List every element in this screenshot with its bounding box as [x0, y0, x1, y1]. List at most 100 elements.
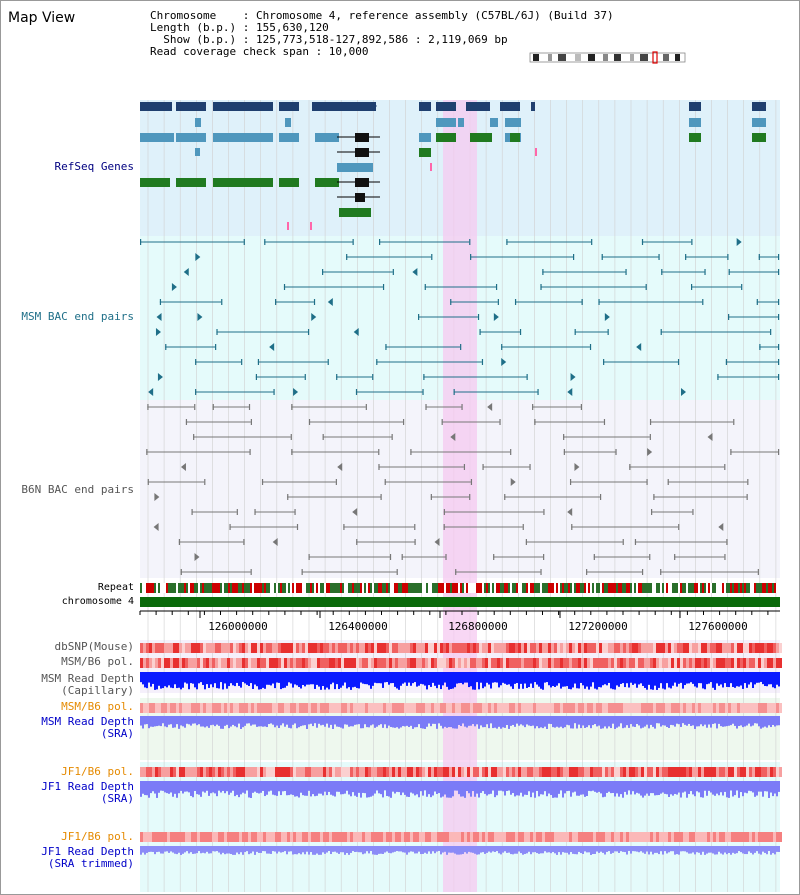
- refseq-gene-exon[interactable]: [510, 133, 520, 142]
- b6n-bac-pair-arrow[interactable]: [352, 508, 358, 516]
- refseq-gene-exon[interactable]: [689, 133, 701, 142]
- track-label-msm-pol-1[interactable]: MSM/B6 pol.: [61, 655, 134, 668]
- refseq-gene-exon[interactable]: [419, 133, 431, 142]
- msm-bac-pair-arrow[interactable]: [197, 313, 203, 321]
- b6n-bac-pair-arrow[interactable]: [337, 463, 343, 471]
- refseq-strand-arrow[interactable]: [514, 102, 519, 110]
- track-label-jf1-depth-trimmed[interactable]: JF1 Read Depth (SRA trimmed): [41, 845, 134, 870]
- refseq-gene-exon[interactable]: [355, 148, 369, 157]
- refseq-gene-exon[interactable]: [470, 133, 492, 142]
- refseq-gene-exon[interactable]: [315, 178, 339, 187]
- b6n-bac-pair-arrow[interactable]: [194, 553, 200, 561]
- track-label-b6n-bac[interactable]: B6N BAC end pairs: [21, 483, 134, 496]
- b6n-bac-pair-arrow[interactable]: [180, 463, 186, 471]
- track-label-dbsnp[interactable]: dbSNP(Mouse): [54, 640, 134, 653]
- refseq-gene-exon[interactable]: [505, 118, 521, 127]
- track-label-msm-depth-capillary[interactable]: MSM Read Depth (Capillary): [41, 672, 134, 697]
- refseq-gene-exon[interactable]: [490, 118, 498, 127]
- refseq-gene-exon[interactable]: [315, 133, 339, 142]
- refseq-strand-arrow[interactable]: [291, 102, 296, 110]
- b6n-bac-pair-arrow[interactable]: [707, 433, 713, 441]
- refseq-gene-exon[interactable]: [279, 178, 299, 187]
- track-label-jf1-pol-2[interactable]: JF1/B6 pol.: [61, 830, 134, 843]
- b6n-bac-pair-arrow[interactable]: [718, 523, 724, 531]
- b6n-bac-pair-arrow[interactable]: [510, 478, 516, 486]
- refseq-gene-exon[interactable]: [337, 163, 373, 172]
- msm-bac-pair-arrow[interactable]: [155, 328, 161, 336]
- msm-bac-pair-arrow[interactable]: [157, 373, 163, 381]
- b6n-bac-pair-arrow[interactable]: [567, 508, 573, 516]
- refseq-strand-arrow[interactable]: [176, 102, 181, 110]
- refseq-gene-exon[interactable]: [355, 178, 369, 187]
- msm-bac-pair-arrow[interactable]: [412, 268, 418, 276]
- refseq-strand-arrow[interactable]: [505, 102, 510, 110]
- msm-bac-pair-arrow[interactable]: [570, 373, 576, 381]
- refseq-gene-exon[interactable]: [436, 133, 456, 142]
- refseq-gene-exon[interactable]: [176, 178, 206, 187]
- chromosome-bar[interactable]: [140, 597, 780, 607]
- msm-bac-pair-arrow[interactable]: [156, 313, 162, 321]
- refseq-gene-exon[interactable]: [195, 148, 200, 156]
- refseq-gene-exon[interactable]: [752, 118, 766, 127]
- refseq-gene-exon[interactable]: [213, 133, 273, 142]
- refseq-gene-exon[interactable]: [355, 133, 369, 142]
- msm-bac-pair-arrow[interactable]: [636, 343, 642, 351]
- refseq-gene-exon[interactable]: [339, 208, 371, 217]
- msm-bac-pair-arrow[interactable]: [604, 313, 610, 321]
- refseq-gene-exon[interactable]: [312, 102, 376, 111]
- selected-region-highlight[interactable]: [443, 100, 477, 892]
- refseq-gene-exon[interactable]: [419, 102, 431, 111]
- refseq-gene-exon[interactable]: [176, 133, 206, 142]
- track-label-msm-bac[interactable]: MSM BAC end pairs: [21, 310, 134, 323]
- refseq-gene-exon[interactable]: [140, 133, 174, 142]
- refseq-gene-exon[interactable]: [752, 102, 766, 111]
- refseq-gene-exon[interactable]: [752, 133, 766, 142]
- b6n-bac-pair-arrow[interactable]: [647, 448, 653, 456]
- refseq-gene-exon[interactable]: [140, 102, 172, 111]
- refseq-gene-exon[interactable]: [436, 102, 456, 111]
- msm-bac-pair-arrow[interactable]: [171, 283, 177, 291]
- track-label-refseq[interactable]: RefSeq Genes: [54, 160, 134, 173]
- refseq-gene-exon[interactable]: [213, 178, 273, 187]
- track-label-repeat[interactable]: Repeat: [97, 582, 134, 593]
- msm-bac-pair-arrow[interactable]: [327, 298, 333, 306]
- refseq-gene-exon[interactable]: [140, 178, 170, 187]
- refseq-strand-arrow[interactable]: [752, 102, 757, 110]
- refseq-gene-exon[interactable]: [195, 118, 201, 127]
- b6n-bac-pair-arrow[interactable]: [272, 538, 278, 546]
- b6n-bac-pair-arrow[interactable]: [450, 433, 456, 441]
- msm-bac-pair-arrow[interactable]: [567, 388, 573, 396]
- refseq-gene-exon[interactable]: [531, 102, 535, 111]
- msm-bac-pair-arrow[interactable]: [680, 388, 686, 396]
- refseq-gene-exon[interactable]: [458, 118, 464, 127]
- refseq-gene-exon[interactable]: [466, 102, 490, 111]
- b6n-bac-pair-arrow[interactable]: [154, 493, 160, 501]
- refseq-gene-exon[interactable]: [279, 102, 299, 111]
- msm-bac-pair-arrow[interactable]: [195, 253, 201, 261]
- track-label-msm-depth-sra[interactable]: MSM Read Depth (SRA): [41, 715, 134, 740]
- b6n-bac-pair-arrow[interactable]: [574, 463, 580, 471]
- msm-bac-pair-arrow[interactable]: [353, 328, 359, 336]
- msm-bac-pair-arrow[interactable]: [183, 268, 189, 276]
- refseq-gene-exon[interactable]: [176, 102, 206, 111]
- refseq-gene-exon[interactable]: [279, 133, 299, 142]
- msm-bac-pair-arrow[interactable]: [493, 313, 499, 321]
- b6n-bac-pair-arrow[interactable]: [153, 523, 159, 531]
- refseq-gene-exon[interactable]: [689, 102, 701, 111]
- refseq-gene-exon[interactable]: [689, 118, 701, 127]
- msm-bac-pair-arrow[interactable]: [148, 388, 154, 396]
- track-label-jf1-depth-sra[interactable]: JF1 Read Depth (SRA): [41, 780, 134, 805]
- msm-bac-pair-arrow[interactable]: [736, 238, 742, 246]
- b6n-bac-pair-arrow[interactable]: [487, 403, 493, 411]
- msm-bac-pair-arrow[interactable]: [293, 388, 299, 396]
- msm-bac-pair-arrow[interactable]: [501, 358, 507, 366]
- refseq-gene-exon[interactable]: [355, 193, 365, 202]
- msm-bac-pair-arrow[interactable]: [311, 313, 317, 321]
- b6n-bac-pair-arrow[interactable]: [434, 538, 440, 546]
- msm-bac-pair-arrow[interactable]: [269, 343, 275, 351]
- refseq-gene-exon[interactable]: [213, 102, 273, 111]
- refseq-strand-arrow[interactable]: [372, 102, 377, 110]
- refseq-gene-exon[interactable]: [419, 148, 431, 157]
- track-label-msm-pol-2[interactable]: MSM/B6 pol.: [61, 700, 134, 713]
- track-label-jf1-pol-1[interactable]: JF1/B6 pol.: [61, 765, 134, 778]
